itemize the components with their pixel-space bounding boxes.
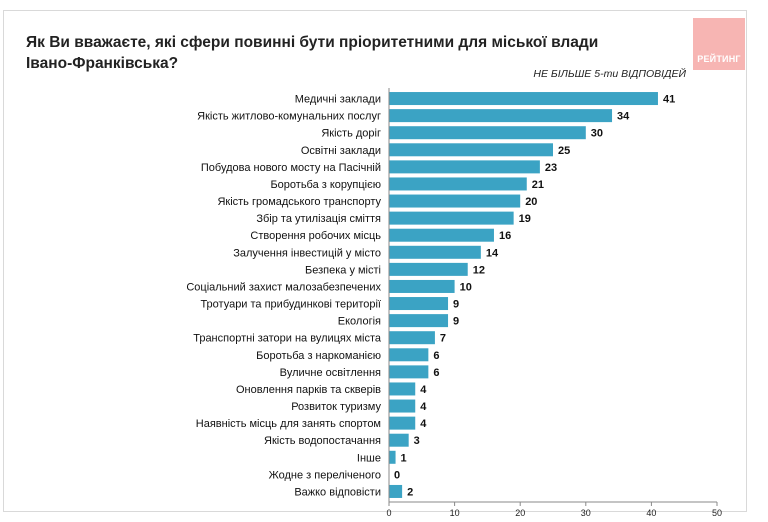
value-label: 4 [420, 401, 427, 413]
bar [389, 331, 435, 345]
value-label: 9 [453, 316, 459, 328]
bar [389, 365, 429, 379]
x-tick-label: 0 [386, 508, 391, 518]
x-tick-label: 50 [712, 508, 722, 518]
bar [389, 160, 540, 174]
x-tick-label: 10 [450, 508, 460, 518]
x-tick-label: 20 [515, 508, 525, 518]
value-label: 14 [486, 247, 499, 259]
value-label: 16 [499, 230, 511, 242]
bar [389, 143, 553, 157]
value-label: 9 [453, 299, 459, 311]
value-label: 6 [433, 367, 439, 379]
bar [389, 484, 403, 498]
value-label: 0 [394, 469, 400, 481]
value-label: 30 [591, 128, 603, 140]
category-label: Наявність місць для занять спортом [196, 418, 381, 430]
value-label: 23 [545, 162, 557, 174]
bar [389, 433, 409, 447]
category-label: Інше [357, 452, 381, 464]
category-label: Збір та утилізація сміття [256, 213, 381, 225]
rating-logo: РЕЙТИНГ [693, 18, 745, 70]
category-label: Якість житлово-комунальних послуг [197, 111, 381, 123]
category-label: Жодне з переліченого [269, 469, 381, 481]
category-label: Транспортні затори на вулицях міста [193, 333, 382, 345]
value-label: 3 [414, 435, 420, 447]
category-label: Соціальний захист малозабезпечених [186, 281, 381, 293]
bar [389, 348, 429, 362]
bar [389, 297, 449, 311]
category-label: Екологія [338, 316, 381, 328]
value-label: 2 [407, 486, 413, 498]
value-label: 6 [433, 350, 439, 362]
category-label: Якість доріг [321, 128, 381, 140]
value-label: 7 [440, 333, 446, 345]
bar [389, 92, 658, 106]
value-label: 12 [473, 264, 485, 276]
bar [389, 416, 416, 430]
category-label: Важко відповісти [294, 486, 381, 498]
value-label: 21 [532, 179, 544, 191]
rating-logo-text: РЕЙТИНГ [697, 54, 741, 64]
value-label: 4 [420, 384, 427, 396]
category-label: Освітні заклади [301, 145, 381, 157]
bar [389, 109, 613, 123]
chart-subtitle: НЕ БІЛЬШЕ 5-ти ВІДПОВІДЕЙ [533, 68, 686, 80]
bar [389, 194, 521, 208]
bar [389, 399, 416, 413]
chart-title: Як Ви вважаєте, які сфери повинні бути п… [26, 34, 599, 72]
bar [389, 177, 527, 191]
value-label: 34 [617, 111, 630, 123]
value-label: 19 [519, 213, 531, 225]
value-label: 20 [525, 196, 537, 208]
bar [389, 314, 449, 328]
value-label: 4 [420, 418, 427, 430]
value-label: 1 [401, 452, 407, 464]
category-label: Якість водопостачання [264, 435, 381, 447]
bar [389, 450, 396, 464]
value-label: 10 [460, 281, 472, 293]
category-label: Побудова нового мосту на Пасічній [201, 162, 381, 174]
bar [389, 382, 416, 396]
bar [389, 126, 586, 140]
bar [389, 262, 468, 276]
category-label: Розвиток туризму [291, 401, 381, 413]
category-label: Боротьба з наркоманією [256, 350, 381, 362]
category-label: Оновлення парків та скверів [236, 384, 381, 396]
category-label: Тротуари та прибудинкові території [200, 299, 381, 311]
category-label: Вуличне освітлення [280, 367, 381, 379]
value-label: 41 [663, 94, 675, 106]
x-tick-label: 30 [581, 508, 591, 518]
category-label: Якість громадського транспорту [217, 196, 381, 208]
category-label: Боротьба з корупцією [270, 179, 381, 191]
category-label: Залучення інвестицій у місто [233, 247, 381, 259]
bar [389, 211, 514, 225]
x-tick-label: 40 [646, 508, 656, 518]
bar [389, 245, 481, 259]
category-label: Медичні заклади [295, 94, 381, 106]
bar [389, 228, 494, 242]
category-label: Створення робочих місць [250, 230, 381, 242]
category-label: Безпека у місті [305, 264, 381, 276]
value-label: 25 [558, 145, 570, 157]
bar [389, 279, 455, 293]
